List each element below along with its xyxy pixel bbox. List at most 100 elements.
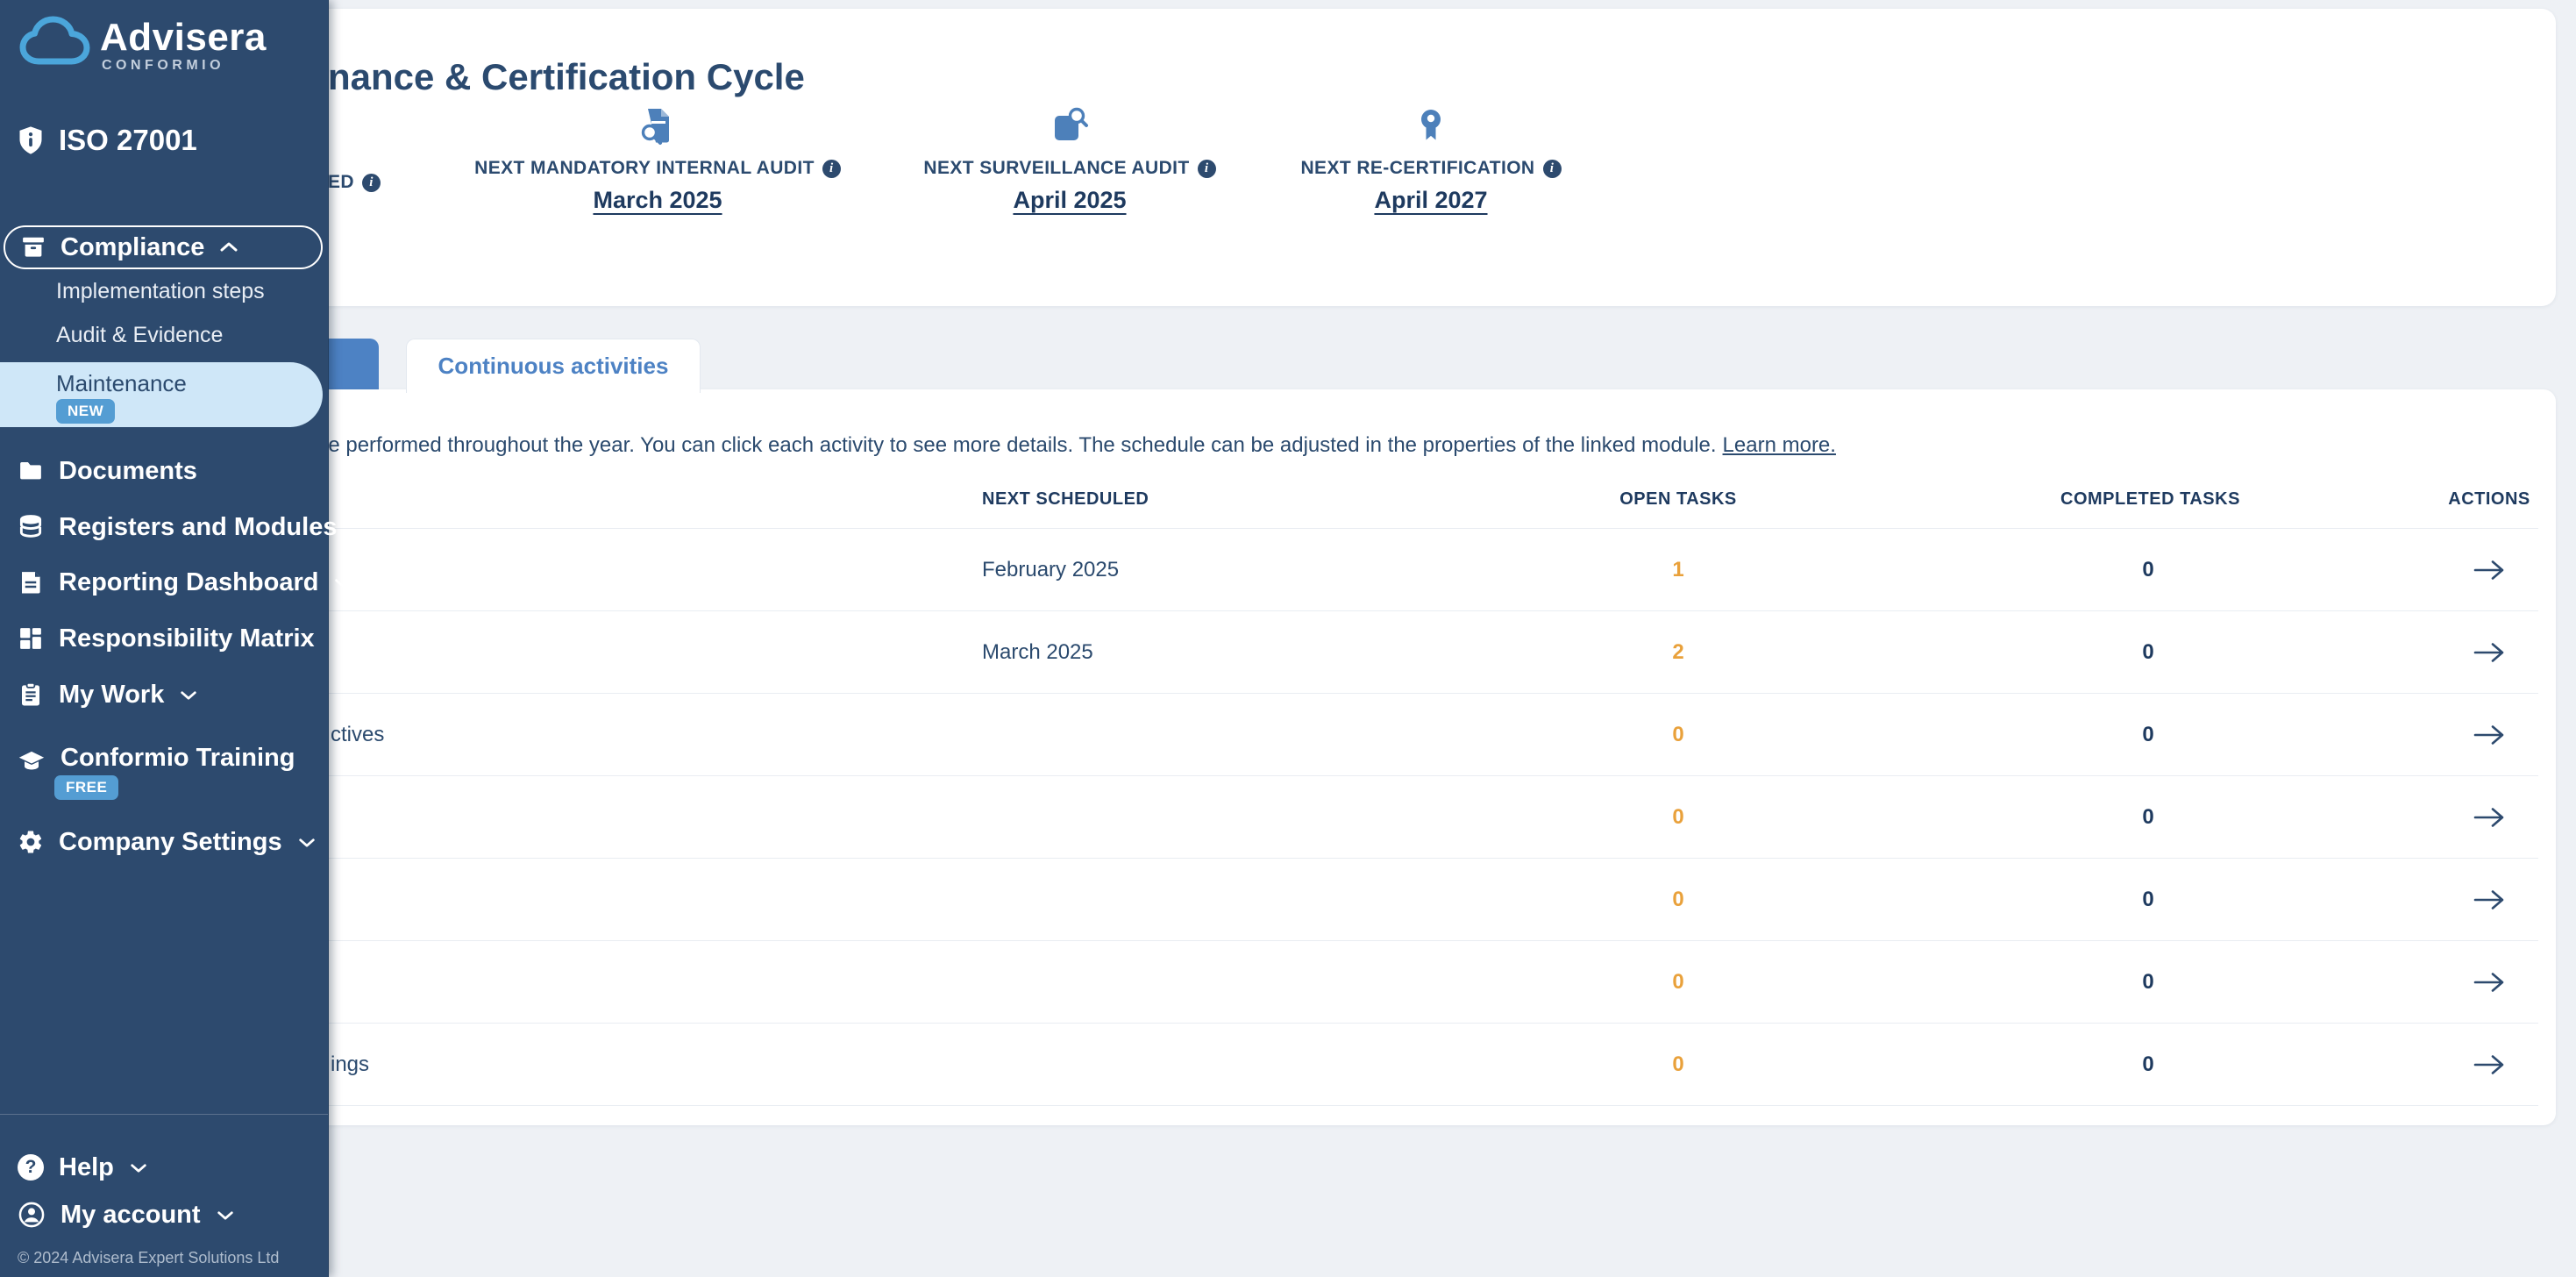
- sidebar-divider: [0, 1114, 328, 1115]
- audit-card-recertification: NEXT RE-CERTIFICATION i April 2027: [1185, 103, 1676, 214]
- sidebar-item-implementation-steps[interactable]: Implementation steps: [56, 278, 265, 303]
- sidebar-item-iso-27001[interactable]: ISO 27001: [18, 124, 197, 157]
- completed-tasks-value: 0: [2142, 970, 2154, 994]
- grid-matrix-icon: [18, 625, 44, 652]
- table-row[interactable]: 0 0: [195, 941, 2556, 1024]
- row-action-arrow-icon[interactable]: [2423, 694, 2555, 776]
- chevron-up-icon: [218, 240, 239, 254]
- row-action-arrow-icon[interactable]: [2423, 941, 2555, 1024]
- column-header-open-tasks: OPEN TASKS: [1619, 489, 1737, 509]
- column-header-actions: ACTIONS: [2448, 489, 2530, 509]
- folder-icon: [18, 458, 44, 484]
- user-account-icon: [18, 1201, 46, 1229]
- certification-cycle-header-card: [195, 9, 2556, 306]
- continuous-activities-panel: be performed throughout the year. You ca…: [195, 389, 2556, 1125]
- copyright-text: © 2024 Advisera Expert Solutions Ltd: [18, 1249, 280, 1266]
- chevron-down-icon: [179, 688, 198, 702]
- new-badge: NEW: [56, 399, 116, 424]
- completed-tasks-value: 0: [2142, 805, 2154, 829]
- sidebar-item-help[interactable]: ? Help: [18, 1151, 148, 1184]
- sidebar-item-my-account[interactable]: My account: [18, 1198, 235, 1231]
- row-action-arrow-icon[interactable]: [2423, 776, 2555, 859]
- clipboard-icon: [18, 681, 44, 708]
- open-tasks-value: 1: [1672, 558, 1684, 581]
- audit-card-issued-label: ED: [328, 172, 354, 192]
- sidebar-item-reporting-dashboard[interactable]: Reporting Dashboard: [18, 566, 352, 599]
- info-icon[interactable]: i: [1542, 159, 1562, 178]
- sidebar-item-my-work[interactable]: My Work: [18, 678, 198, 711]
- audit-card-internal-audit: NEXT MANDATORY INTERNAL AUDIT i March 20…: [412, 103, 903, 214]
- surveillance-audit-date[interactable]: April 2025: [1013, 187, 1127, 213]
- row-action-arrow-icon[interactable]: [2423, 859, 2555, 941]
- brand-name: Advisera: [100, 16, 267, 59]
- chevron-down-icon: [297, 836, 317, 849]
- help-icon: ?: [18, 1154, 44, 1181]
- sidebar-item-conformio-training[interactable]: Conformio Training: [18, 741, 295, 774]
- table-row[interactable]: March 2025 2 0: [195, 611, 2556, 694]
- product-name: CONFORMIO: [102, 58, 225, 73]
- database-icon: [18, 514, 44, 540]
- completed-tasks-value: 0: [2142, 1052, 2154, 1076]
- open-tasks-value: 2: [1672, 640, 1684, 664]
- open-tasks-value: 0: [1672, 1052, 1684, 1076]
- folder-search-icon: [824, 103, 1315, 149]
- row-action-arrow-icon[interactable]: [2423, 529, 2555, 611]
- table-row[interactable]: ings 0 0: [195, 1024, 2556, 1106]
- award-ribbon-icon: [1185, 103, 1676, 149]
- panel-description: be performed throughout the year. You ca…: [317, 433, 1836, 457]
- table-row[interactable]: 0 0: [195, 859, 2556, 941]
- table-row[interactable]: ctives 0 0: [195, 694, 2556, 776]
- sidebar-item-maintenance[interactable]: Maintenance NEW: [0, 362, 323, 427]
- shield-info-icon: [18, 125, 44, 155]
- info-icon[interactable]: i: [361, 173, 381, 192]
- sidebar-item-responsibility-matrix[interactable]: Responsibility Matrix: [18, 622, 315, 655]
- audit-card-surveillance-label: NEXT SURVEILLANCE AUDIT i: [824, 158, 1315, 179]
- report-document-icon: [18, 569, 44, 596]
- row-action-arrow-icon[interactable]: [2423, 1024, 2555, 1106]
- audit-card-issued: ED i: [328, 172, 381, 193]
- table-row[interactable]: 0 0: [195, 776, 2556, 859]
- info-icon[interactable]: i: [1197, 159, 1216, 178]
- graduation-cap-icon: [18, 748, 46, 774]
- free-badge: FREE: [54, 775, 119, 800]
- completed-tasks-value: 0: [2142, 723, 2154, 746]
- learn-more-link[interactable]: Learn more.: [1722, 433, 1836, 457]
- document-search-icon: [412, 103, 903, 149]
- activity-name: ctives: [331, 723, 385, 746]
- open-tasks-value: 0: [1672, 888, 1684, 911]
- sidebar-item-registers-modules[interactable]: Registers and Modules: [18, 510, 337, 544]
- chevron-down-icon: [333, 576, 352, 589]
- completed-tasks-value: 0: [2142, 640, 2154, 664]
- sidebar: Advisera CONFORMIO ISO 27001 Complian: [0, 0, 352, 1277]
- next-scheduled-value: February 2025: [982, 558, 1120, 581]
- audit-card-surveillance: NEXT SURVEILLANCE AUDIT i April 2025: [824, 103, 1315, 214]
- table-header-row: NEXT SCHEDULED OPEN TASKS COMPLETED TASK…: [195, 389, 2556, 529]
- row-action-arrow-icon[interactable]: [2423, 611, 2555, 694]
- advisera-cloud-logo-icon[interactable]: [18, 11, 93, 74]
- activity-name: ings: [331, 1052, 370, 1076]
- completed-tasks-value: 0: [2142, 558, 2154, 581]
- chevron-down-icon: [216, 1209, 235, 1222]
- open-tasks-value: 0: [1672, 805, 1684, 829]
- open-tasks-value: 0: [1672, 970, 1684, 994]
- recertification-date[interactable]: April 2027: [1374, 187, 1488, 213]
- sidebar-item-compliance[interactable]: Compliance: [4, 225, 323, 269]
- completed-tasks-value: 0: [2142, 888, 2154, 911]
- sidebar-item-documents[interactable]: Documents: [18, 454, 197, 488]
- audit-card-recertification-label: NEXT RE-CERTIFICATION i: [1185, 158, 1676, 179]
- sidebar-item-audit-evidence[interactable]: Audit & Evidence: [56, 322, 224, 347]
- gear-icon: [18, 829, 44, 855]
- column-header-next-scheduled: NEXT SCHEDULED: [982, 489, 1149, 509]
- archive-box-icon: [20, 234, 46, 260]
- info-icon[interactable]: i: [822, 159, 841, 178]
- activities-table: February 2025 1 0 March 2025 2 0 ctives: [195, 529, 2556, 1106]
- tab-continuous-activities[interactable]: Continuous activities: [406, 339, 701, 393]
- open-tasks-value: 0: [1672, 723, 1684, 746]
- next-scheduled-value: March 2025: [982, 640, 1093, 664]
- internal-audit-date[interactable]: March 2025: [593, 187, 722, 213]
- table-row[interactable]: February 2025 1 0: [195, 529, 2556, 611]
- column-header-completed-tasks: COMPLETED TASKS: [2060, 489, 2240, 509]
- audit-card-internal-audit-label: NEXT MANDATORY INTERNAL AUDIT i: [412, 158, 903, 179]
- sidebar-item-company-settings[interactable]: Company Settings: [18, 825, 317, 859]
